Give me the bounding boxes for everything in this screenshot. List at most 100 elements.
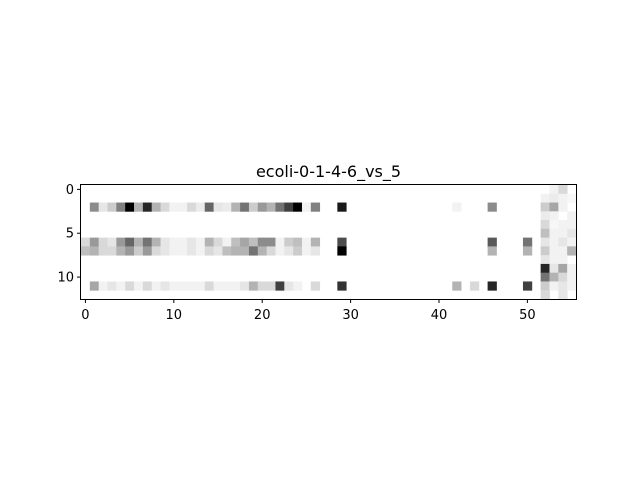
heatmap-cell-r6-c9 [160, 237, 170, 247]
heatmap-cell-r11-c53 [549, 281, 559, 291]
heatmap-cell-r8-c52 [540, 255, 550, 265]
heatmap-cell-r2-c25 [301, 202, 312, 212]
heatmap-cell-r11-c23 [284, 281, 294, 291]
heatmap-cell-r6-c3 [107, 237, 117, 247]
heatmap-cell-r6-c11 [178, 237, 188, 247]
heatmap-cell-r6-c0 [81, 237, 91, 247]
heatmap-cell-r7-c25 [301, 246, 312, 256]
heatmap-cell-r6-c5 [125, 237, 135, 247]
heatmap-cell-r6-c26 [310, 237, 321, 247]
heatmap-cell-r11-c19 [248, 281, 259, 291]
heatmap-cell-r6-c53 [549, 237, 559, 247]
heatmap-cell-r12-c52 [540, 290, 550, 300]
heatmap-cell-r7-c5 [125, 246, 135, 256]
heatmap-cell-r11-c1 [89, 281, 100, 291]
heatmap-cell-r11-c10 [169, 281, 179, 291]
heatmap-cell-r2-c20 [257, 202, 268, 212]
heatmap-cell-r11-c8 [151, 281, 161, 291]
heatmap-cell-r7-c22 [275, 246, 285, 256]
heatmap-cell-r7-c12 [187, 246, 197, 256]
heatmap-cell-r11-c20 [257, 281, 268, 291]
heatmap-cell-r6-c19 [248, 237, 259, 247]
heatmap-cell-r6-c8 [151, 237, 161, 247]
heatmap-cell-r7-c13 [195, 246, 206, 256]
heatmap-cell-r6-c50 [522, 237, 533, 247]
heatmap-cell-r7-c2 [98, 246, 108, 256]
heatmap-cell-r2-c9 [160, 202, 170, 212]
heatmap-cell-r2-c15 [213, 202, 223, 212]
heatmap-cell-r0-c53 [549, 185, 559, 195]
heatmap-cell-r11-c44 [469, 281, 480, 291]
heatmap-cell-r6-c55 [567, 237, 577, 247]
heatmap-cell-r7-c6 [134, 246, 144, 256]
heatmap-cell-r2-c42 [452, 202, 462, 212]
heatmap-cell-r7-c9 [160, 246, 170, 256]
heatmap-cell-r11-c26 [310, 281, 321, 291]
heatmap-cell-r2-c4 [116, 202, 126, 212]
y-tick-label: 0 [66, 183, 74, 198]
heatmap-cell-r10-c53 [549, 272, 559, 282]
heatmap-cell-r6-c46 [487, 237, 497, 247]
heatmap-cell-r11-c17 [231, 281, 241, 291]
heatmap-cell-r9-c55 [567, 263, 577, 274]
heatmap-cell-r7-c1 [89, 246, 100, 256]
y-tick-label: 5 [66, 227, 74, 242]
heatmap-cell-r2-c8 [151, 202, 161, 212]
heatmap-cell-r3-c55 [567, 211, 577, 221]
heatmap-cell-r11-c2 [98, 281, 108, 291]
heatmap-cell-r6-c52 [540, 237, 550, 247]
heatmap-cell-r7-c29 [337, 246, 347, 256]
heatmap-cell-r7-c17 [231, 246, 241, 256]
heatmap-cell-r6-c2 [98, 237, 108, 247]
heatmap-cell-r11-c4 [116, 281, 126, 291]
chart-title: ecoli-0-1-4-6_vs_5 [256, 162, 401, 182]
heatmap-cell-r11-c55 [567, 281, 577, 291]
heatmap-cell-r11-c18 [240, 281, 250, 291]
x-tick-label: 0 [81, 308, 89, 323]
heatmap-cell-r11-c21 [266, 281, 276, 291]
heatmap-cell-r2-c19 [248, 202, 259, 212]
heatmap-cell-r7-c3 [107, 246, 117, 256]
heatmap-cell-r6-c14 [204, 237, 214, 247]
heatmap-cell-r6-c13 [195, 237, 206, 247]
heatmap-cell-r11-c14 [204, 281, 214, 291]
heatmap-cell-r10-c52 [540, 272, 550, 282]
heatmap-cell-r6-c16 [222, 237, 232, 247]
heatmap-cell-r7-c53 [549, 246, 559, 256]
heatmap-cell-r6-c6 [134, 237, 144, 247]
heatmap-cell-r7-c46 [487, 246, 497, 256]
heatmap-cell-r2-c54 [558, 202, 568, 212]
heatmap-cell-r7-c0 [81, 246, 91, 256]
y-axis: 0 5 10 [57, 183, 81, 286]
x-axis: 0 10 20 30 40 50 [81, 299, 536, 323]
heatmap-cell-r2-c5 [125, 202, 135, 212]
heatmap-cell-r2-c13 [195, 202, 206, 212]
heatmap-cell-r11-c46 [487, 281, 497, 291]
heatmap-cell-r2-c12 [187, 202, 197, 212]
heatmap-cell-r6-c1 [89, 237, 100, 247]
heatmap-cell-r12-c54 [558, 290, 568, 300]
heatmap-cell-r2-c26 [310, 202, 321, 212]
heatmap-cell-r8-c54 [558, 255, 568, 265]
heatmap-cell-r7-c19 [248, 246, 259, 256]
heatmap-cell-r2-c16 [222, 202, 232, 212]
heatmap-cell-r5-c53 [549, 228, 559, 239]
heatmap-cell-r7-c7 [142, 246, 153, 256]
heatmap-cell-r2-c14 [204, 202, 214, 212]
heatmap-cell-r6-c17 [231, 237, 241, 247]
heatmap-cell-r11-c12 [187, 281, 197, 291]
heatmap-cell-r11-c5 [125, 281, 135, 291]
heatmap-cell-r7-c14 [204, 246, 214, 256]
heatmap-cell-r10-c55 [567, 272, 577, 282]
heatmap-cell-r6-c54 [558, 237, 568, 247]
heatmap-cell-r7-c23 [284, 246, 294, 256]
heatmap-cell-r7-c20 [257, 246, 268, 256]
heatmap-cell-r6-c10 [169, 237, 179, 247]
heatmap-cell-r9-c52 [540, 263, 550, 274]
heatmap-cell-r6-c25 [301, 237, 312, 247]
heatmap-cell-r7-c4 [116, 246, 126, 256]
heatmap-cell-r1-c54 [558, 193, 568, 203]
heatmap-cell-r6-c7 [142, 237, 153, 247]
y-tick-label: 10 [57, 271, 74, 286]
heatmap-cell-r6-c22 [275, 237, 285, 247]
